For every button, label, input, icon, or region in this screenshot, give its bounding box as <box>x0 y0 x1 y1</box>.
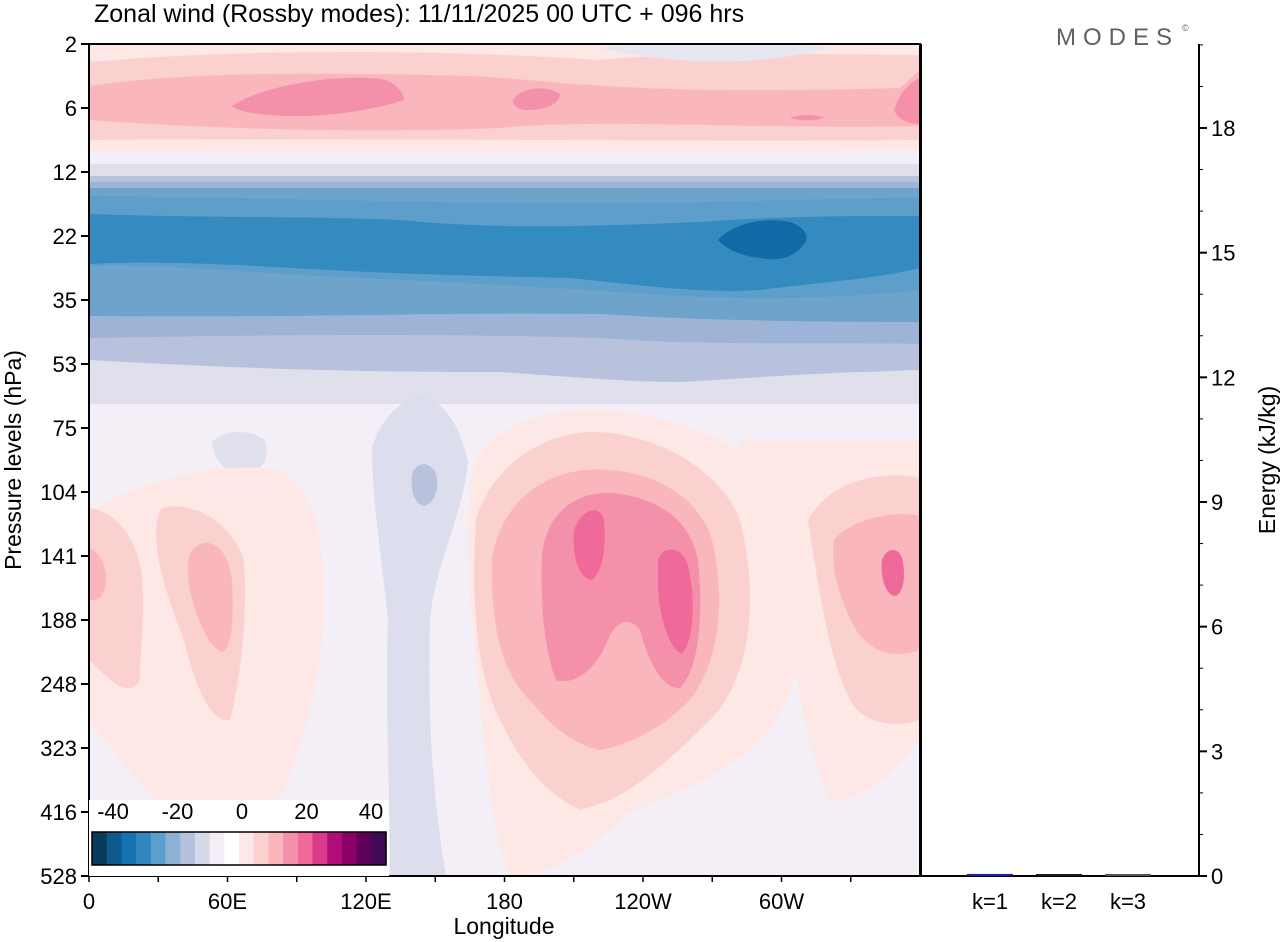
energy-tick-label: 0 <box>1211 864 1223 889</box>
y-tick-label: 6 <box>65 96 77 121</box>
energy-panel: 0 3 6 9 12 15 18 k=1 k=2 k=3 Energy (kJ/kg) <box>920 44 1280 914</box>
y-tick-label: 248 <box>40 672 77 697</box>
colorbar-swatch <box>106 832 122 865</box>
colorbar-swatch <box>312 832 328 865</box>
y-tick-label: 75 <box>53 416 77 441</box>
y-tick-label: 53 <box>53 352 77 377</box>
energy-axis-label: Energy (kJ/kg) <box>1254 386 1280 534</box>
colorbar-frame <box>91 831 387 866</box>
y-tick-label: 323 <box>40 736 77 761</box>
energy-tick-label: 18 <box>1211 116 1235 141</box>
colorbar-swatch <box>194 832 211 865</box>
colorbar-swatch <box>327 832 343 865</box>
chart-title: Zonal wind (Rossby modes): 11/11/2025 00… <box>94 0 744 28</box>
colorbar-tick-label: -20 <box>162 799 194 824</box>
colorbar-swatch <box>92 832 108 865</box>
colorbar-tick-labels: -40 -20 0 20 40 <box>97 799 383 824</box>
x-tick-label: 0 <box>83 889 95 914</box>
colorbar-swatch <box>209 832 225 865</box>
colorbar-swatch <box>224 832 240 865</box>
y-tick-label: 416 <box>40 800 77 825</box>
y-tick-label: 188 <box>40 608 77 633</box>
energy-categories: k=1 k=2 k=3 <box>972 889 1146 914</box>
x-axis-label: Longitude <box>453 913 554 939</box>
colorbar-swatch <box>136 832 152 865</box>
colorbar-tick-label: 0 <box>236 799 248 824</box>
y-tick-label: 22 <box>53 224 77 249</box>
energy-y-ticks: 0 3 6 9 12 15 18 <box>1199 116 1235 889</box>
colorbar-swatches <box>92 832 387 865</box>
colorbar-swatch <box>239 832 255 865</box>
energy-tick-label: 15 <box>1211 241 1235 266</box>
y-tick-label: 141 <box>40 544 77 569</box>
x-tick-label: 120W <box>614 889 672 914</box>
colorbar-swatch <box>268 832 284 865</box>
y-tick-label: 104 <box>40 480 77 505</box>
colorbar-swatch <box>371 832 387 865</box>
colorbar-swatch <box>297 832 314 865</box>
y-tick-label: 528 <box>40 864 77 889</box>
x-tick-label: 60W <box>759 889 804 914</box>
brand-mark: © <box>1182 23 1189 33</box>
energy-bar <box>967 873 1013 876</box>
colorbar-swatch <box>253 832 269 865</box>
x-axis-ticks: 0 60E 120E 180 120W 60W <box>83 876 852 914</box>
heatmap-field <box>89 44 920 876</box>
y-tick-label: 2 <box>65 32 77 57</box>
energy-bars <box>967 873 1151 876</box>
colorbar-swatch <box>121 832 137 865</box>
modes-logo: MODES © <box>1056 23 1189 51</box>
brand-text: MODES <box>1056 24 1179 51</box>
energy-tick-label: 12 <box>1211 365 1235 390</box>
colorbar-swatch <box>180 832 196 865</box>
energy-tick-label: 6 <box>1211 615 1223 640</box>
colorbar-swatch <box>283 832 299 865</box>
x-tick-label: 120E <box>340 889 391 914</box>
y-axis-label: Pressure levels (hPa) <box>0 350 26 570</box>
colorbar-swatch <box>150 832 167 865</box>
colorbar-tick-label: 40 <box>359 799 383 824</box>
x-tick-label: 180 <box>486 889 523 914</box>
y-tick-label: 12 <box>53 160 77 185</box>
colorbar-swatch <box>356 832 372 865</box>
heatmap-axes: 2 6 12 22 35 53 75 104 141 188 248 323 416 528 0 60E 12… <box>0 32 921 939</box>
energy-tick-label: 3 <box>1211 739 1223 764</box>
colorbar-swatch <box>341 832 358 865</box>
energy-category-label: k=3 <box>1110 889 1146 914</box>
energy-tick-label: 9 <box>1211 490 1223 515</box>
colorbar-tick-label: -40 <box>97 799 129 824</box>
colorbar-swatch <box>165 832 181 865</box>
y-tick-label: 35 <box>53 288 77 313</box>
y-axis-ticks: 2 6 12 22 35 53 75 104 141 188 248 323 416 528 <box>40 32 89 889</box>
energy-category-label: k=2 <box>1041 889 1077 914</box>
energy-bar <box>1036 874 1082 876</box>
colorbar-tick-label: 20 <box>294 799 318 824</box>
x-tick-label: 60E <box>208 889 247 914</box>
energy-bar <box>1105 874 1151 876</box>
energy-category-label: k=1 <box>972 889 1008 914</box>
colorbar: -40 -20 0 20 40 <box>89 799 389 876</box>
